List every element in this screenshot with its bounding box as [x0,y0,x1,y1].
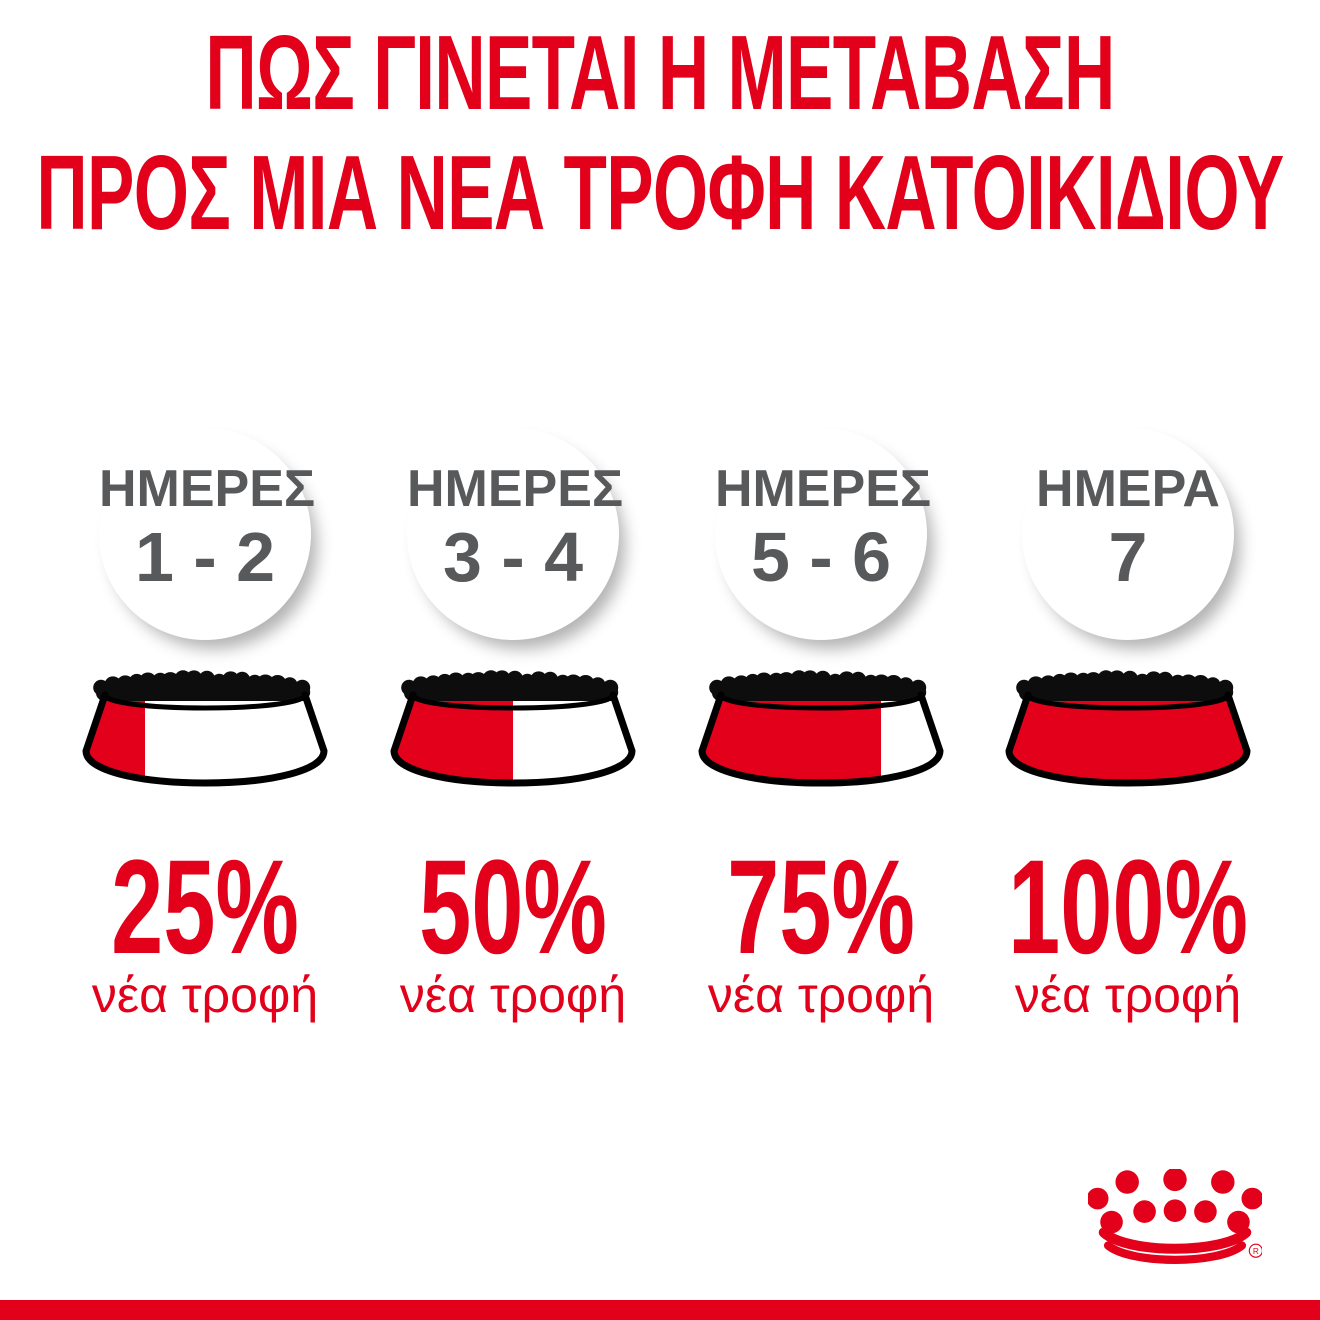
svg-text:R: R [1253,1247,1259,1256]
